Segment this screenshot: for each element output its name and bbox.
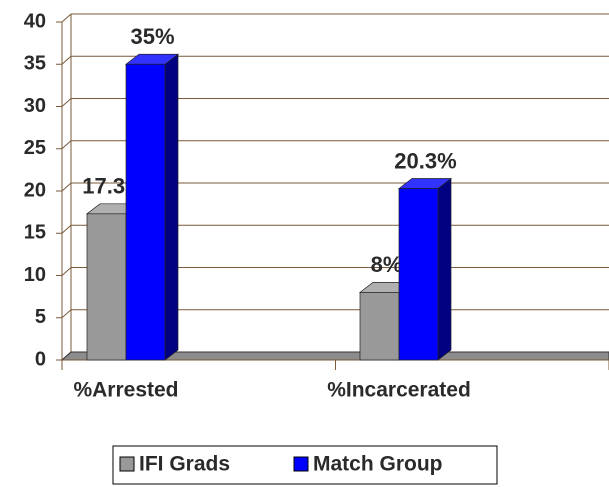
y-tick-label: 10	[24, 264, 46, 286]
x-tick-label: %Arrested	[73, 379, 178, 402]
grid-line-side	[61, 55, 72, 65]
data-label: 35%	[130, 24, 174, 49]
bar-side	[164, 53, 179, 361]
legend-label: IFI Grads	[139, 453, 230, 476]
y-tick-label: 35	[24, 53, 46, 75]
bar-side	[437, 177, 452, 361]
grid-line-side	[61, 267, 72, 276]
data-label: 8%	[371, 252, 403, 277]
y-tick-label: 20	[24, 179, 46, 201]
grid-line-side	[61, 182, 72, 192]
grid-line-side	[61, 224, 72, 234]
y-tick-label: 15	[24, 222, 46, 244]
y-tick-label: 25	[24, 137, 46, 159]
grid-line-side	[61, 98, 72, 107]
legend-label: Match Group	[313, 453, 443, 476]
y-tick-label: 30	[24, 95, 46, 117]
bar	[125, 63, 166, 361]
bar	[86, 213, 127, 361]
data-label: 20.3%	[394, 148, 456, 173]
y-tick-label: 0	[35, 348, 46, 370]
legend-swatch	[293, 456, 309, 472]
grid-line-side	[61, 13, 72, 23]
legend-swatch	[119, 456, 135, 472]
bar	[359, 292, 400, 361]
grid-line-side	[61, 140, 72, 150]
x-tick-label: %Incarcerated	[327, 379, 471, 402]
y-tick-label: 5	[35, 306, 46, 328]
y-tick-label: 40	[24, 10, 46, 32]
bar	[398, 188, 439, 361]
grid-line-side	[61, 309, 72, 319]
